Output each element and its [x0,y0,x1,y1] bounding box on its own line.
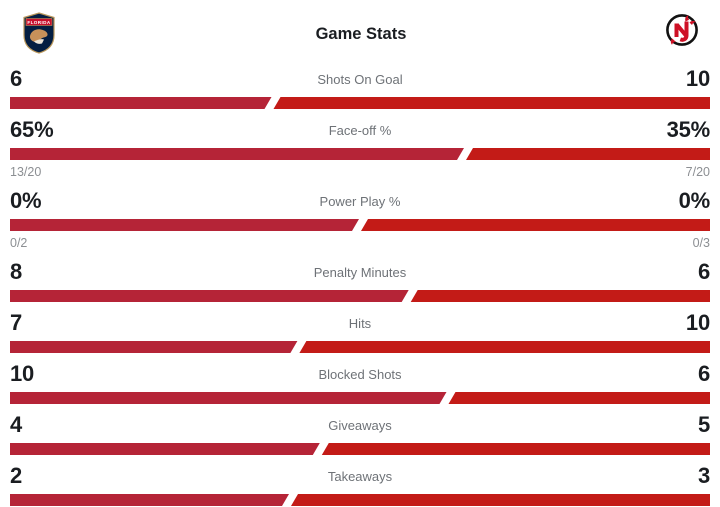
stat-line: 65% Face-off % 35% [10,117,710,143]
stat-sub-line: 0/2 0/3 [10,236,710,251]
home-stat-value: 10 [10,361,35,386]
stat-label: Blocked Shots [318,367,402,382]
stat-line: 2 Takeaways 3 [10,463,710,489]
away-stat-value: 35% [666,117,711,142]
stat-bar [10,341,710,353]
home-stat-value: 0% [10,188,42,213]
stat-label: Hits [348,316,372,331]
home-stat-value: 2 [10,463,23,488]
panthers-banner-text: FLORIDA [27,20,50,25]
stat-sub-line: 13/20 7/20 [10,165,710,180]
stat-row: 2 Takeaways 3 [10,463,710,506]
home-stat-value: 7 [10,310,23,335]
stat-row: 8 Penalty Minutes 6 [10,259,710,302]
stat-label: Shots On Goal [317,72,403,87]
stat-row: 0% Power Play % 0% 0/2 0/3 [10,188,710,251]
stat-bar [10,392,710,404]
stat-row: 65% Face-off % 35% 13/20 7/20 [10,117,710,180]
home-stat-value: 6 [10,66,23,91]
stat-bar [10,443,710,455]
florida-panthers-logo-icon: FLORIDA [23,12,55,54]
stat-row: 4 Giveaways 5 [10,412,710,455]
stat-label: Face-off % [328,123,392,138]
page-title: Game Stats [315,25,407,43]
stat-label: Penalty Minutes [313,265,407,280]
new-jersey-devils-logo-icon [666,14,698,46]
stat-line: 10 Blocked Shots 6 [10,361,710,387]
stat-row: 7 Hits 10 [10,310,710,353]
away-team-logo-box[interactable] [648,12,710,48]
away-stat-value: 3 [697,463,710,488]
stat-line: 4 Giveaways 5 [10,412,710,438]
stat-row: 6 Shots On Goal 10 [10,66,710,109]
home-team-logo-box[interactable]: FLORIDA [10,12,74,54]
away-stat-value: 10 [685,66,710,91]
home-stat-detail: 0/2 [10,236,28,250]
home-stat-value: 4 [10,412,23,437]
stat-bar [10,219,710,231]
home-stat-detail: 13/20 [10,165,42,179]
home-stat-value: 8 [10,259,23,284]
stat-bar [10,148,710,160]
away-stat-value: 10 [685,310,710,335]
stats-list: 6 Shots On Goal 10 65% Face-off % 35% 13 [10,66,710,506]
stat-label: Takeaways [327,469,393,484]
away-stat-value: 6 [697,259,710,284]
header: FLORIDA Game Stats [10,12,710,58]
away-stat-detail: 0/3 [692,236,710,250]
home-stat-value: 65% [10,117,54,142]
stat-label: Power Play % [319,194,401,209]
away-stat-value: 5 [697,412,710,437]
stat-line: 8 Penalty Minutes 6 [10,259,710,285]
stat-bar [10,97,710,109]
stat-line: 6 Shots On Goal 10 [10,66,710,92]
stat-bar [10,290,710,302]
stat-line: 7 Hits 10 [10,310,710,336]
stat-bar [10,494,710,506]
stat-row: 10 Blocked Shots 6 [10,361,710,404]
stat-label: Giveaways [328,418,392,433]
away-stat-value: 0% [678,188,711,213]
away-stat-detail: 7/20 [685,165,710,179]
stat-line: 0% Power Play % 0% [10,188,710,214]
away-stat-value: 6 [697,361,710,386]
